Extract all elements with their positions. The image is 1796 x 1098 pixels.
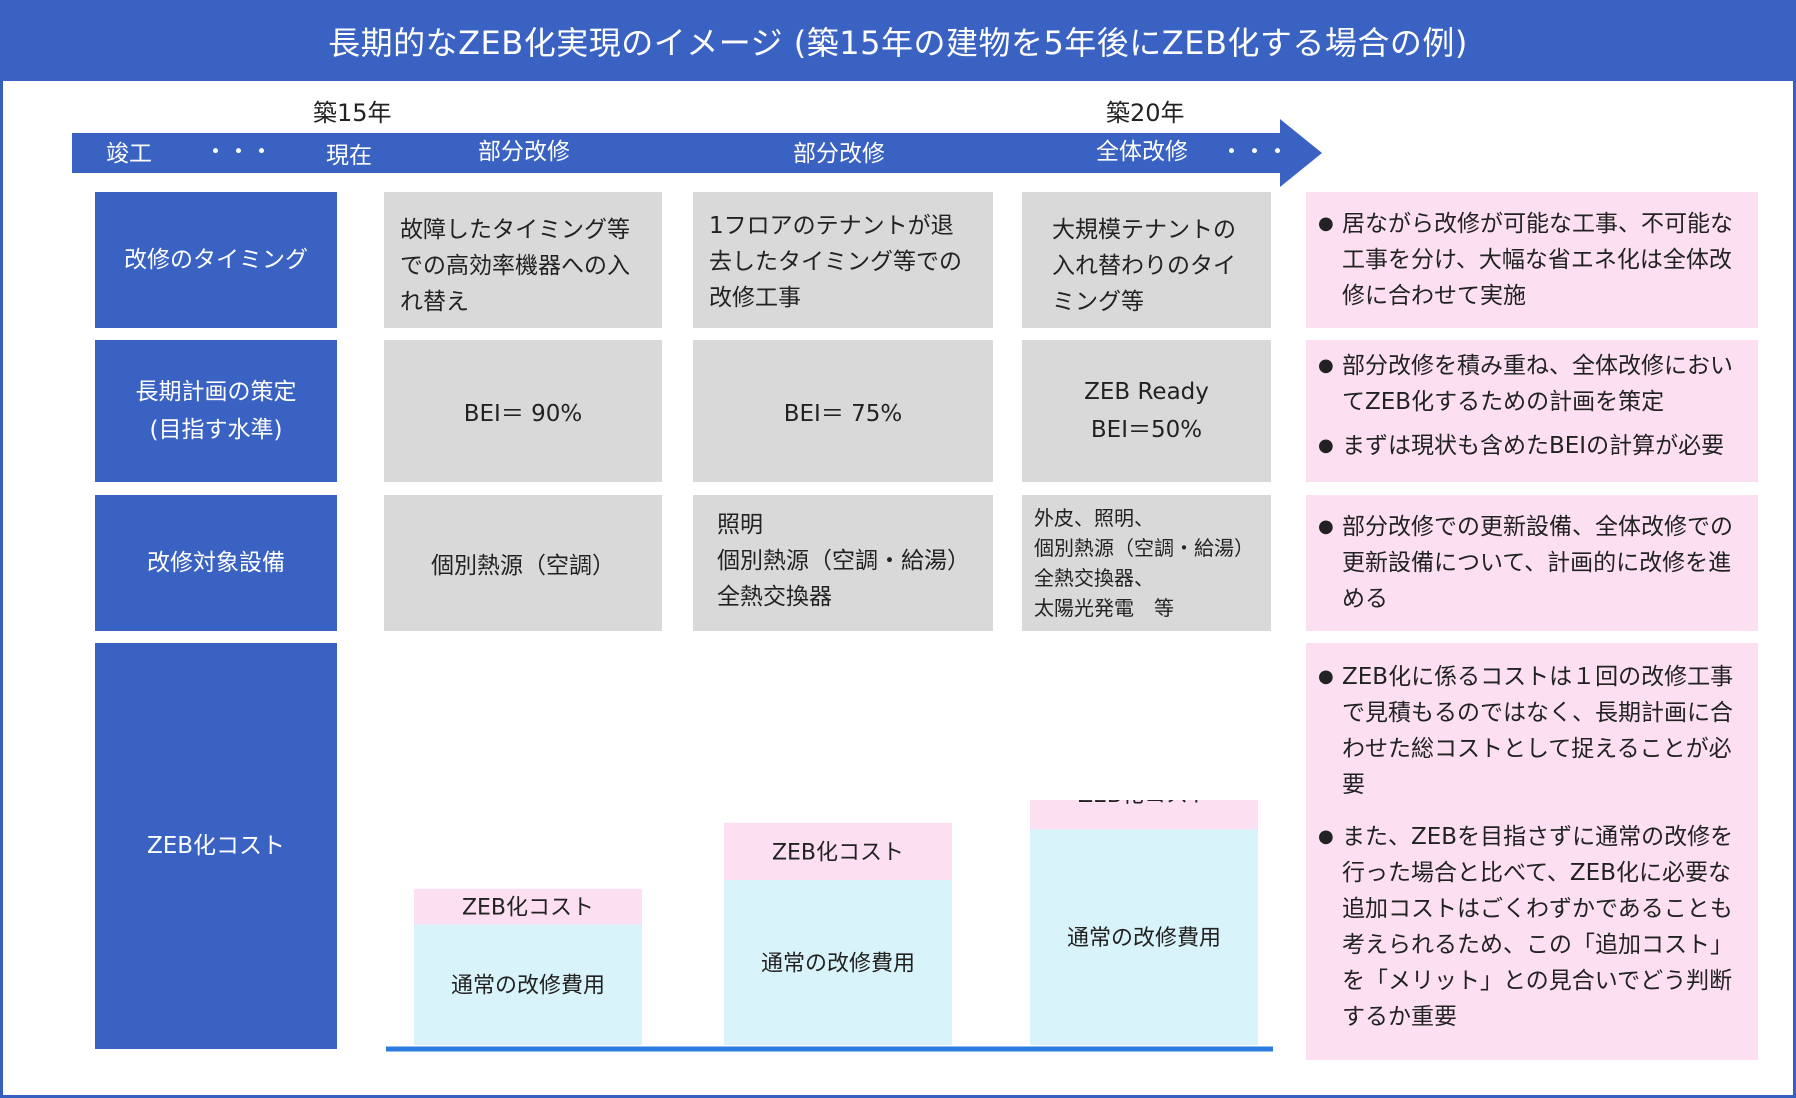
timeline-arrow (72, 119, 1322, 187)
bullet-icon: ● (1318, 213, 1334, 234)
timeline-completion: 竣工 (106, 141, 152, 167)
equipment-cell-3: 外皮、照明、 個別熱源（空調・給湯） 全熱交換器、 太陽光発電 等 (1022, 495, 1271, 631)
timeline-partial-2: 部分改修 (793, 141, 885, 167)
plan-cell-3: ZEB Ready BEI＝50% (1022, 340, 1271, 482)
bullet-icon: ● (1318, 435, 1334, 456)
normal-cost-bar (724, 879, 952, 1045)
zeb-cost-bar (414, 888, 642, 925)
row-header-timing: 改修のタイミング (95, 192, 337, 328)
zeb-cost-bar (724, 822, 952, 880)
bullet-icon: ● (1318, 516, 1334, 537)
timing-cell-3: 大規模テナントの 入れ替わりのタイ ミング等 (1022, 192, 1271, 328)
normal-cost-bar (414, 924, 642, 1045)
note-cost: ● ZEB化に係るコストは１回の改修工事で見積もるのではなく、長期計画に合わせた総… (1306, 643, 1758, 1060)
bullet-icon: ● (1318, 826, 1334, 847)
plan-cell-1: BEI＝ 90% (384, 340, 662, 482)
row-header-plan: 長期計画の策定 (目指す水準) (95, 340, 337, 482)
page-title-text: 長期的なZEB化実現のイメージ (築15年の建物を5年後にZEB化する場合の例) (328, 23, 1468, 62)
bullet-icon: ● (1318, 355, 1334, 376)
normal-cost-label: 通常の改修費用 (451, 974, 605, 999)
equipment-cell-2: 照明 個別熱源（空調・給湯） 全熱交換器 (693, 495, 993, 631)
normal-cost-label: 通常の改修費用 (761, 951, 915, 976)
row-header-cost: ZEB化コスト (95, 643, 337, 1049)
note-timing: ● 居ながら改修が可能な工事、不可能な工事を分け、大幅な省エネ化は全体改修に合わせ… (1306, 192, 1758, 328)
timeline-partial-1: 部分改修 (478, 139, 570, 165)
normal-cost-label: 通常の改修費用 (1067, 926, 1221, 951)
note-equipment: ● 部分改修での更新設備、全体改修での更新設備について、計画的に改修を進める (1306, 495, 1758, 631)
normal-cost-bar (1030, 829, 1258, 1045)
age-15-label: 築15年 (313, 99, 392, 127)
timeline-dots-1: ・・・ (204, 139, 273, 165)
zeb-cost-label: ZEB化コスト (462, 896, 594, 921)
timing-cell-2: 1フロアのテナントが退 去したタイミング等での 改修工事 (693, 192, 993, 328)
equipment-cell-1: 個別熱源（空調） (384, 495, 662, 631)
timeline-present: 現在 (326, 143, 372, 169)
zeb-cost-bar (1030, 800, 1258, 830)
timing-cell-1: 故障したタイミング等 での高効率機器への入 れ替え (384, 192, 662, 328)
zeb-cost-label: ZEB化コスト (1078, 800, 1210, 808)
row-header-equipment: 改修対象設備 (95, 495, 337, 631)
timeline-dots-2: ・・・ (1220, 139, 1289, 165)
age-20-label: 築20年 (1106, 99, 1185, 127)
zeb-cost-label: ZEB化コスト (772, 840, 904, 865)
timeline-full: 全体改修 (1096, 139, 1188, 165)
cost-chart: 通常の改修費用ZEB化コスト通常の改修費用ZEB化コスト通常の改修費用ZEB化コ… (386, 800, 1273, 1052)
plan-cell-2: BEI＝ 75% (693, 340, 993, 482)
page-title: 長期的なZEB化実現のイメージ (築15年の建物を5年後にZEB化する場合の例) (0, 0, 1796, 81)
note-plan: ● 部分改修を積み重ね、全体改修においてZEB化するための計画を策定 ● まずは現状… (1306, 340, 1758, 482)
bullet-icon: ● (1318, 666, 1334, 687)
